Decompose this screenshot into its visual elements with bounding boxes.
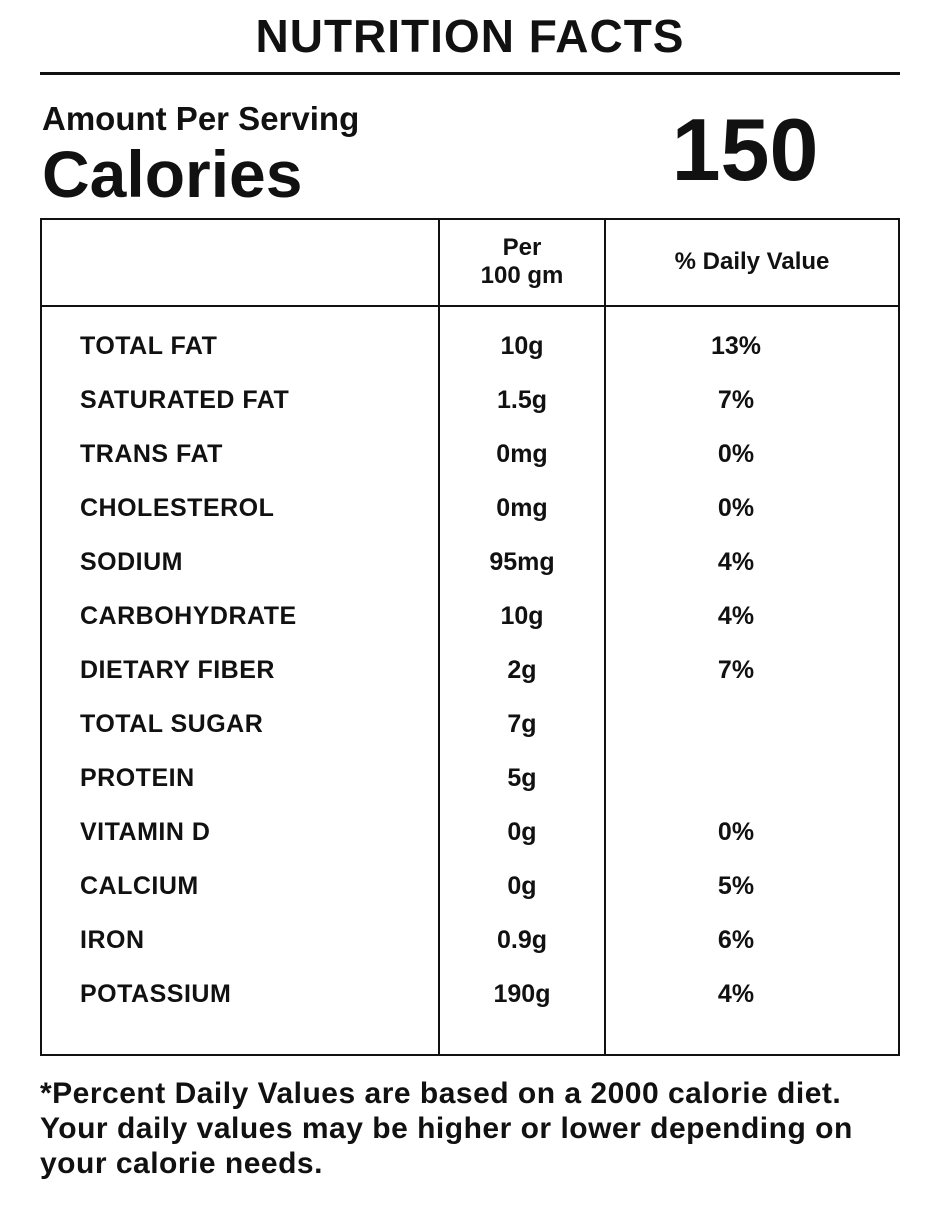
table-row: TOTAL FAT 10g 13% xyxy=(42,320,898,374)
table-row: SATURATED FAT 1.5g 7% xyxy=(42,374,898,428)
nutrient-daily-value: 13% xyxy=(710,332,762,360)
nutrient-name: SATURATED FAT xyxy=(80,386,290,414)
nutrient-amount: 0mg xyxy=(496,494,548,522)
nutrient-amount: 10g xyxy=(500,602,544,630)
title-divider xyxy=(40,72,900,75)
nutrient-amount: 190g xyxy=(493,980,551,1008)
nutrient-amount: 0.9g xyxy=(496,926,548,954)
nutrient-amount: 10g xyxy=(500,332,544,360)
calories-label: Calories xyxy=(42,137,303,211)
nutrient-rows: TOTAL FAT 10g 13% SATURATED FAT 1.5g 7% TRANS … xyxy=(42,320,898,1022)
nutrient-daily-value: 4% xyxy=(717,548,755,576)
table-row: PROTEIN 5g xyxy=(42,752,898,806)
nutrient-amount: 95mg xyxy=(489,548,555,576)
nutrient-daily-value: 4% xyxy=(717,602,755,630)
nutrient-name: CHOLESTEROL xyxy=(80,494,275,522)
nutrient-name: PROTEIN xyxy=(80,764,195,792)
nutrient-amount: 0mg xyxy=(496,440,548,468)
table-row: CARBOHYDRATE 10g 4% xyxy=(42,590,898,644)
nutrient-name: SODIUM xyxy=(80,548,183,576)
nutrient-daily-value: 5% xyxy=(717,872,755,900)
nutrient-name: CALCIUM xyxy=(80,872,199,900)
calories-value: 150 xyxy=(671,100,819,199)
table-row: DIETARY FIBER 2g 7% xyxy=(42,644,898,698)
table-row: CALCIUM 0g 5% xyxy=(42,860,898,914)
column-divider xyxy=(604,220,606,1054)
nutrient-amount: 1.5g xyxy=(496,386,548,414)
nutrient-daily-value: 0% xyxy=(717,818,755,846)
table-row: POTASSIUM 190g 4% xyxy=(42,968,898,1022)
nutrient-name: VITAMIN D xyxy=(80,818,211,846)
column-divider xyxy=(438,220,440,1054)
nutrient-amount: 7g xyxy=(507,710,537,738)
table-row: IRON 0.9g 6% xyxy=(42,914,898,968)
table-row: SODIUM 95mg 4% xyxy=(42,536,898,590)
nutrient-daily-value: 7% xyxy=(717,656,755,684)
nutrient-daily-value: 0% xyxy=(717,494,755,522)
nutrient-daily-value: 7% xyxy=(717,386,755,414)
table-row: TRANS FAT 0mg 0% xyxy=(42,428,898,482)
table-row: TOTAL SUGAR 7g xyxy=(42,698,898,752)
column-header-daily-value: % Daily Value xyxy=(674,248,830,275)
column-header-per-100gm: Per 100 gm xyxy=(440,234,604,290)
footnote: *Percent Daily Values are based on a 200… xyxy=(40,1077,853,1180)
nutrient-name: IRON xyxy=(80,926,145,954)
amount-per-serving-label: Amount Per Serving xyxy=(42,100,360,137)
nutrition-table: Per 100 gm % Daily Value TOTAL FAT 10g 13%… xyxy=(40,218,900,1056)
nutrient-amount: 5g xyxy=(507,764,537,792)
table-row: CHOLESTEROL 0mg 0% xyxy=(42,482,898,536)
nutrient-name: TOTAL FAT xyxy=(80,332,218,360)
header-divider xyxy=(42,305,898,307)
table-row: VITAMIN D 0g 0% xyxy=(42,806,898,860)
nutrient-name: CARBOHYDRATE xyxy=(80,602,297,630)
nutrient-amount: 2g xyxy=(507,656,537,684)
nutrient-amount: 0g xyxy=(507,872,537,900)
nutrient-daily-value: 0% xyxy=(717,440,755,468)
nutrient-amount: 0g xyxy=(507,818,537,846)
nutrient-name: DIETARY FIBER xyxy=(80,656,275,684)
nutrient-name: TRANS FAT xyxy=(80,440,223,468)
nutrient-name: POTASSIUM xyxy=(80,980,232,1008)
label-title: NUTRITION FACTS xyxy=(255,10,685,62)
column-header-per-line2: 100 gm xyxy=(480,262,564,289)
nutrient-name: TOTAL SUGAR xyxy=(80,710,264,738)
column-header-per-line1: Per xyxy=(502,234,542,261)
nutrient-daily-value: 4% xyxy=(717,980,755,1008)
nutrient-daily-value: 6% xyxy=(717,926,755,954)
